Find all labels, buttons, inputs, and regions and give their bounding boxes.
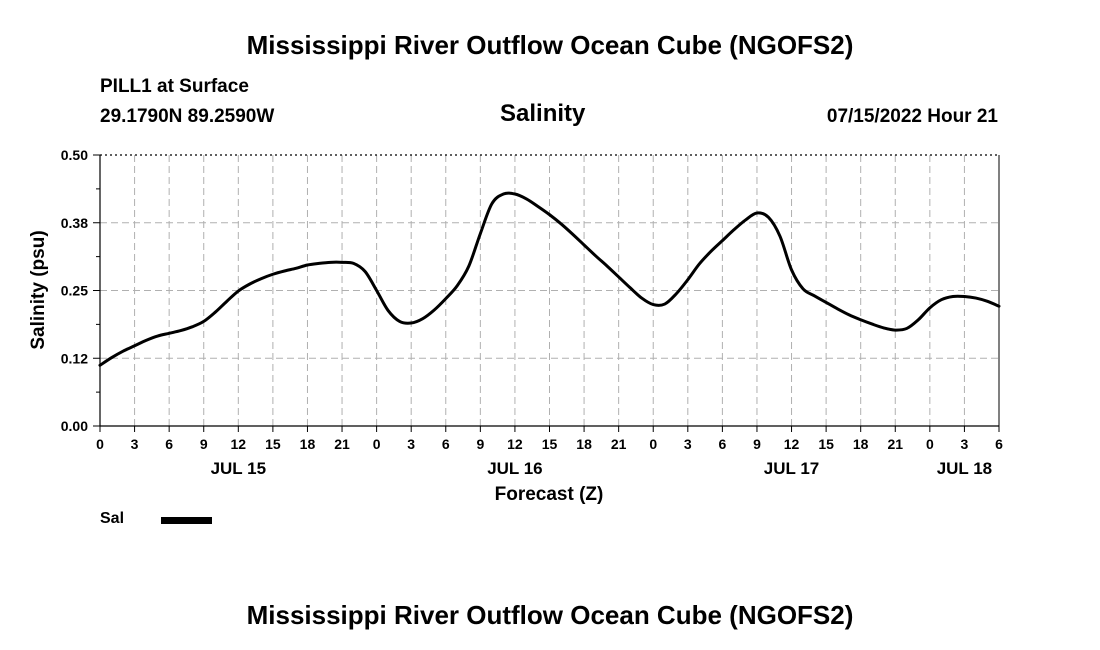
forecast-datetime: 07/15/2022 Hour 21 [826, 106, 998, 127]
x-tick-label: 9 [753, 436, 761, 452]
chart-title: Mississippi River Outflow Ocean Cube (NG… [246, 30, 854, 60]
x-tick-label: 6 [442, 436, 450, 452]
x-tick-label: 15 [542, 436, 558, 452]
legend-label: Sal [100, 510, 125, 527]
x-tick-label: 18 [300, 436, 316, 452]
series-layer [98, 191, 1001, 367]
x-tick-label: 15 [818, 436, 834, 452]
x-tick-label: 6 [165, 436, 173, 452]
x-tick-label: 6 [718, 436, 726, 452]
x-tick-label: 9 [476, 436, 484, 452]
x-tick-label: 12 [507, 436, 523, 452]
x-day-label: JUL 15 [211, 459, 266, 478]
x-tick-label: 9 [200, 436, 208, 452]
x-tick-label: 12 [231, 436, 247, 452]
x-tick-label: 21 [611, 436, 627, 452]
x-tick-label: 6 [995, 436, 1003, 452]
y-axis-title: Salinity (psu) [28, 230, 49, 349]
legend-line-swatch [161, 517, 212, 524]
x-tick-label: 0 [926, 436, 934, 452]
x-tick-label: 15 [265, 436, 281, 452]
x-day-label: JUL 17 [764, 459, 819, 478]
station-label: PILL1 at Surface [100, 76, 249, 97]
chart-subtitle: Salinity [500, 100, 586, 127]
x-tick-label: 21 [887, 436, 903, 452]
y-tick-label: 0.25 [61, 283, 88, 299]
x-tick-label: 0 [96, 436, 104, 452]
x-tick-label: 3 [131, 436, 139, 452]
x-tick-label: 3 [407, 436, 415, 452]
axis-layer: 0.00 0.12 0.25 0.38 0.50 0 3 6 9 12 15 18 21 0 3 6 9 12 15… [61, 147, 1003, 478]
x-tick-label: 3 [684, 436, 692, 452]
y-tick-label: 0.38 [61, 215, 88, 231]
grid-layer [100, 155, 999, 426]
x-tick-label: 18 [576, 436, 592, 452]
x-day-label: JUL 18 [937, 459, 992, 478]
x-tick-label: 0 [373, 436, 381, 452]
x-tick-label: 3 [961, 436, 969, 452]
y-tick-label: 0.12 [61, 350, 88, 366]
x-axis-title: Forecast (Z) [495, 484, 604, 505]
series-line-sal [98, 191, 1001, 367]
x-day-label: JUL 16 [487, 459, 542, 478]
y-tick-label: 0.00 [61, 418, 88, 434]
station-coordinates: 29.1790N 89.2590W [100, 106, 275, 127]
footer-title: Mississippi River Outflow Ocean Cube (NG… [246, 600, 854, 630]
x-tick-label: 12 [784, 436, 800, 452]
x-tick-label: 21 [334, 436, 350, 452]
x-tick-label: 0 [649, 436, 657, 452]
x-tick-label: 18 [853, 436, 869, 452]
y-tick-label: 0.50 [61, 147, 88, 163]
